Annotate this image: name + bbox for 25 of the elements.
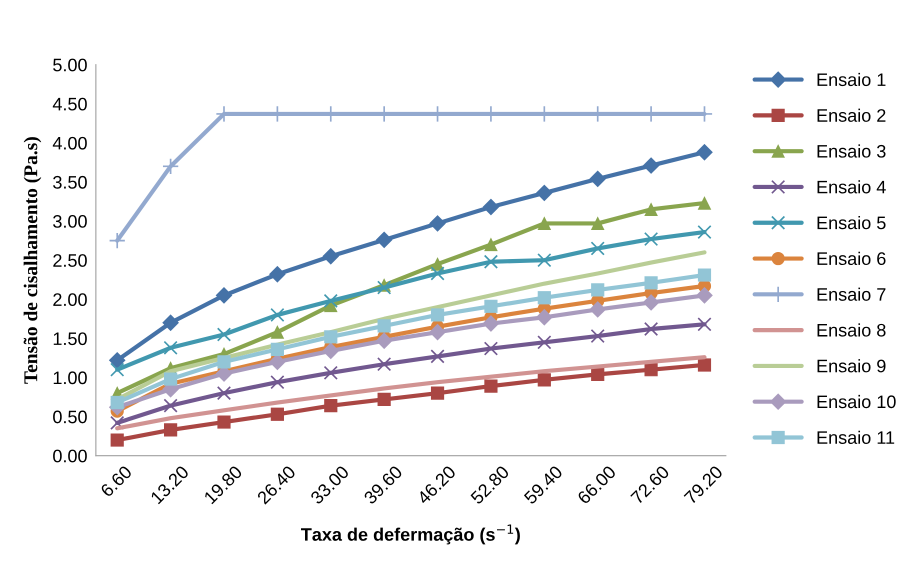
legend-label: Ensaio 2	[818, 108, 886, 122]
legend-label: Ensaio 9	[818, 359, 886, 372]
legend-label: Ensaio 1	[818, 72, 886, 86]
y-tick-label: 3.50	[53, 176, 87, 189]
legend-label: Ensaio 6	[818, 252, 886, 266]
x-axis-title: Taxa de defermação (s$^{−1}$)	[301, 524, 520, 544]
x-tick-label: 6.60	[100, 464, 133, 498]
y-tick-label: 0.00	[53, 450, 87, 462]
y-tick-label: 5.00	[53, 58, 87, 72]
legend-label: Ensaio 10	[818, 394, 896, 408]
legend-label: Ensaio 5	[818, 216, 886, 230]
y-axis-title: Tensão de cisalhamento (Pa.s)	[24, 137, 42, 384]
y-tick-label: 0.50	[53, 410, 87, 424]
legend-label: Ensaio 4	[818, 180, 886, 194]
legend-label: Ensaio 8	[818, 323, 886, 337]
legend-label: Ensaio 11	[818, 430, 894, 444]
y-tick-label: 1.00	[54, 371, 87, 384]
y-tick-label: 4.50	[52, 98, 87, 110]
legend-label: Ensaio 7	[818, 288, 886, 301]
y-tick-label: 2.50	[53, 254, 87, 267]
y-tick-label: 3.00	[53, 215, 87, 228]
legend-label: Ensaio 3	[818, 144, 886, 158]
y-tick-label: 1.50	[54, 332, 87, 346]
y-tick-label: 4.00	[52, 136, 87, 150]
y-tick-label: 2.00	[53, 293, 87, 306]
